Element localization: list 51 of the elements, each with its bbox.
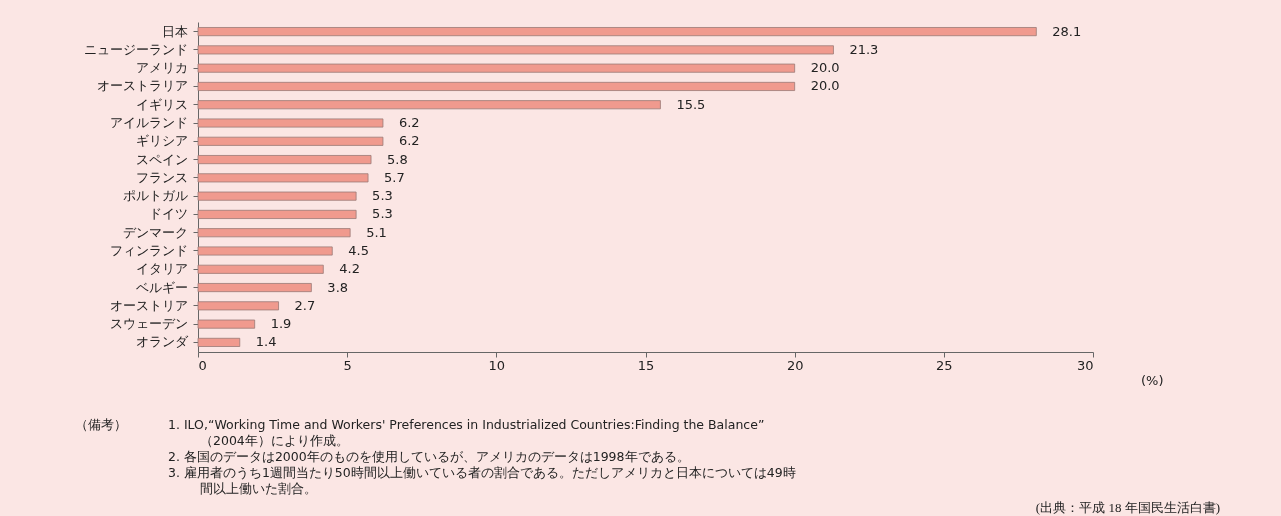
x-axis-title: (%) bbox=[1141, 372, 1164, 388]
text: (出典：平成 18 年国民生活白書) bbox=[1035, 500, 1220, 515]
text: 3. 雇用者のうち1週間当たり50時間以上働いている者の割合である。ただしアメリカと日本については49時 bbox=[168, 465, 796, 480]
data-label: 6.2 bbox=[398, 115, 420, 131]
x-tick-label: 15 bbox=[637, 357, 655, 373]
data-label: 6.2 bbox=[398, 133, 420, 149]
data-label: 20.0 bbox=[810, 60, 840, 76]
data-label: 1.4 bbox=[255, 334, 277, 350]
data-label: 21.3 bbox=[849, 41, 879, 57]
x-tick-label: 0 bbox=[198, 357, 207, 373]
y-tick-label: ベルギー bbox=[135, 279, 188, 295]
x-tick-label: 25 bbox=[936, 357, 953, 373]
text: （2004年）により作成。 bbox=[200, 433, 349, 448]
data-label: 28.1 bbox=[1052, 23, 1082, 39]
data-label: 5.1 bbox=[366, 224, 387, 240]
x-tick-label: 30 bbox=[1076, 357, 1094, 373]
y-tick-label: イギリス bbox=[135, 96, 188, 112]
data-label: 15.5 bbox=[676, 96, 706, 112]
y-tick-label: フランス bbox=[135, 169, 188, 185]
y-tick-label: オーストリア bbox=[109, 297, 188, 313]
y-tick-label: ドイツ bbox=[148, 206, 188, 222]
data-label: 20.0 bbox=[810, 78, 840, 94]
y-tick-label: デンマーク bbox=[122, 224, 188, 240]
y-tick-label: スウェーデン bbox=[109, 316, 188, 332]
data-label: 5.7 bbox=[384, 169, 405, 185]
data-label: 5.3 bbox=[372, 206, 393, 222]
data-label: 3.8 bbox=[327, 279, 349, 295]
text: 間以上働いた割合。 bbox=[200, 481, 317, 496]
data-label: 4.5 bbox=[348, 242, 369, 258]
y-tick-label: イタリア bbox=[135, 261, 188, 277]
text: 1. ILO,“Working Time and Workers' Preferences in Industrialized Countries:Finding the Balance” bbox=[168, 417, 765, 432]
data-label: 5.8 bbox=[387, 151, 408, 167]
data-label: 5.3 bbox=[372, 188, 393, 204]
y-tick-label: フィンランド bbox=[109, 242, 188, 258]
y-tick-label: オーストラリア bbox=[96, 78, 188, 94]
y-tick-label: オランダ bbox=[135, 334, 189, 350]
y-tick-label: ポルトガル bbox=[122, 188, 188, 204]
data-label: 4.2 bbox=[339, 261, 360, 277]
data-label: 1.9 bbox=[270, 316, 292, 332]
data-label: 2.7 bbox=[294, 297, 316, 313]
y-tick-label: ギリシア bbox=[135, 133, 188, 149]
y-tick-label: アイルランド bbox=[109, 115, 188, 131]
x-tick-label: 5 bbox=[343, 357, 352, 373]
x-tick-label: 10 bbox=[488, 357, 506, 373]
y-tick-label: スペイン bbox=[135, 151, 188, 167]
y-tick-label: 日本 bbox=[161, 23, 188, 39]
text: （備考） bbox=[75, 417, 127, 432]
x-tick-label: 20 bbox=[786, 357, 804, 373]
y-tick-label: アメリカ bbox=[135, 60, 188, 76]
y-tick-label: ニュージーランド bbox=[83, 41, 188, 57]
text: 2. 各国のデータは2000年のものを使用しているが、アメリカのデータは1998年である。 bbox=[168, 449, 690, 464]
